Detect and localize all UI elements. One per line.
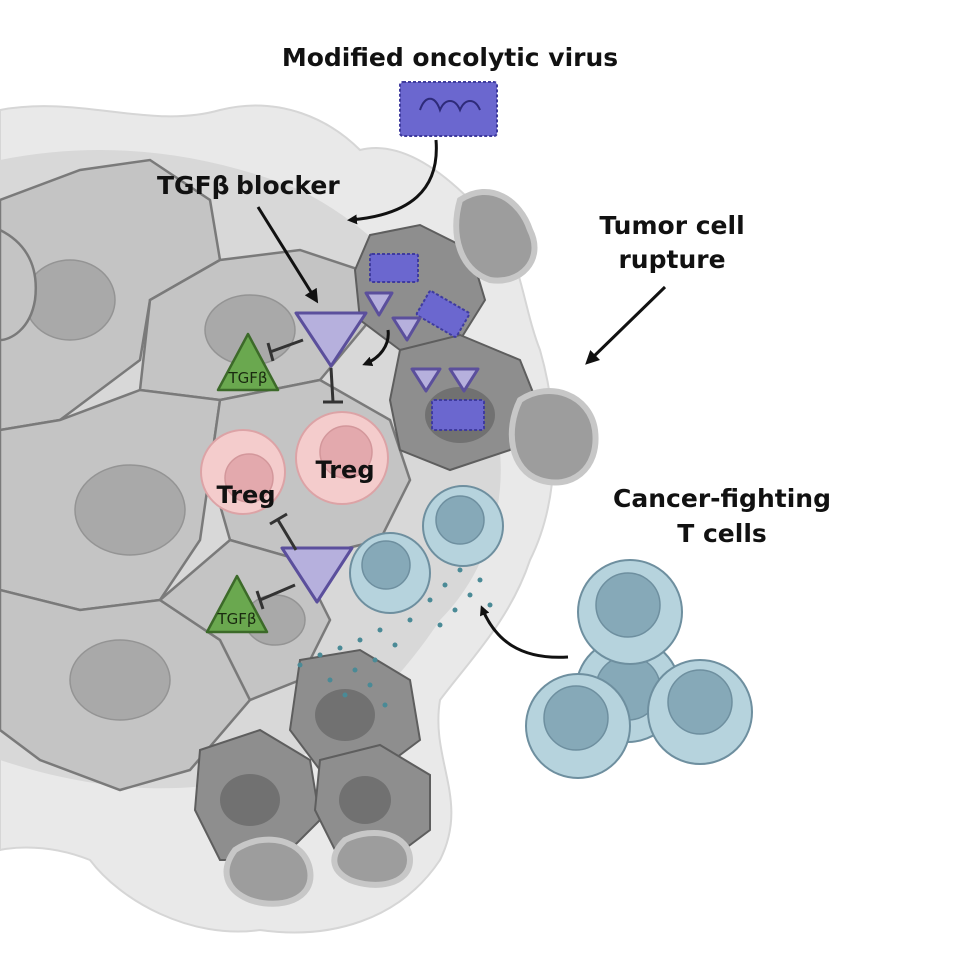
virus-arrow <box>347 139 438 225</box>
rupture-label-2: rupture <box>618 245 725 274</box>
treg-cell: Treg <box>200 429 286 515</box>
virus-icon <box>369 253 419 283</box>
released-particles <box>297 567 493 708</box>
svg-text:TGFβ: TGFβ <box>228 369 268 387</box>
t-cells-in-tumor <box>349 485 504 614</box>
virus-icon <box>431 399 485 431</box>
blocker-label-1: TGFβ <box>157 171 230 200</box>
virus-icon <box>399 81 498 137</box>
svg-text:Treg: Treg <box>315 456 374 484</box>
tcells-label-2: T cells <box>677 519 767 548</box>
release-arrow <box>362 329 390 367</box>
tgfb-molecule: TGFβ <box>205 574 269 634</box>
blocker-triangle-icon <box>294 311 368 368</box>
arrows <box>256 139 667 659</box>
tumor-cells <box>0 158 412 792</box>
tcell-arrow <box>480 605 569 659</box>
blocker-arrow <box>256 206 319 304</box>
tgfb-molecule: TGFβ <box>216 332 280 392</box>
tgfb-blockers <box>280 291 480 604</box>
rupture-label-1: Tumor cell <box>599 211 744 240</box>
tcells-label-1: Cancer-fighting <box>613 484 831 513</box>
rupture-arrow <box>585 285 667 365</box>
cell-debris <box>223 188 599 907</box>
svg-text:TGFβ: TGFβ <box>217 610 257 628</box>
blocker-triangle-icon <box>280 546 354 604</box>
tgfb-triangle-icon <box>205 574 269 634</box>
svg-text:Treg: Treg <box>216 481 275 509</box>
virus-icon <box>415 290 471 338</box>
virus-particles <box>369 81 498 431</box>
blocker-label-2: blocker <box>236 171 340 200</box>
t-cells-cluster <box>525 559 753 779</box>
tgfb-triangle-icon <box>216 332 280 392</box>
virus-label: Modified oncolytic virus <box>282 43 618 72</box>
treg-cell: Treg <box>295 411 389 505</box>
inhibition-lines <box>255 338 343 610</box>
